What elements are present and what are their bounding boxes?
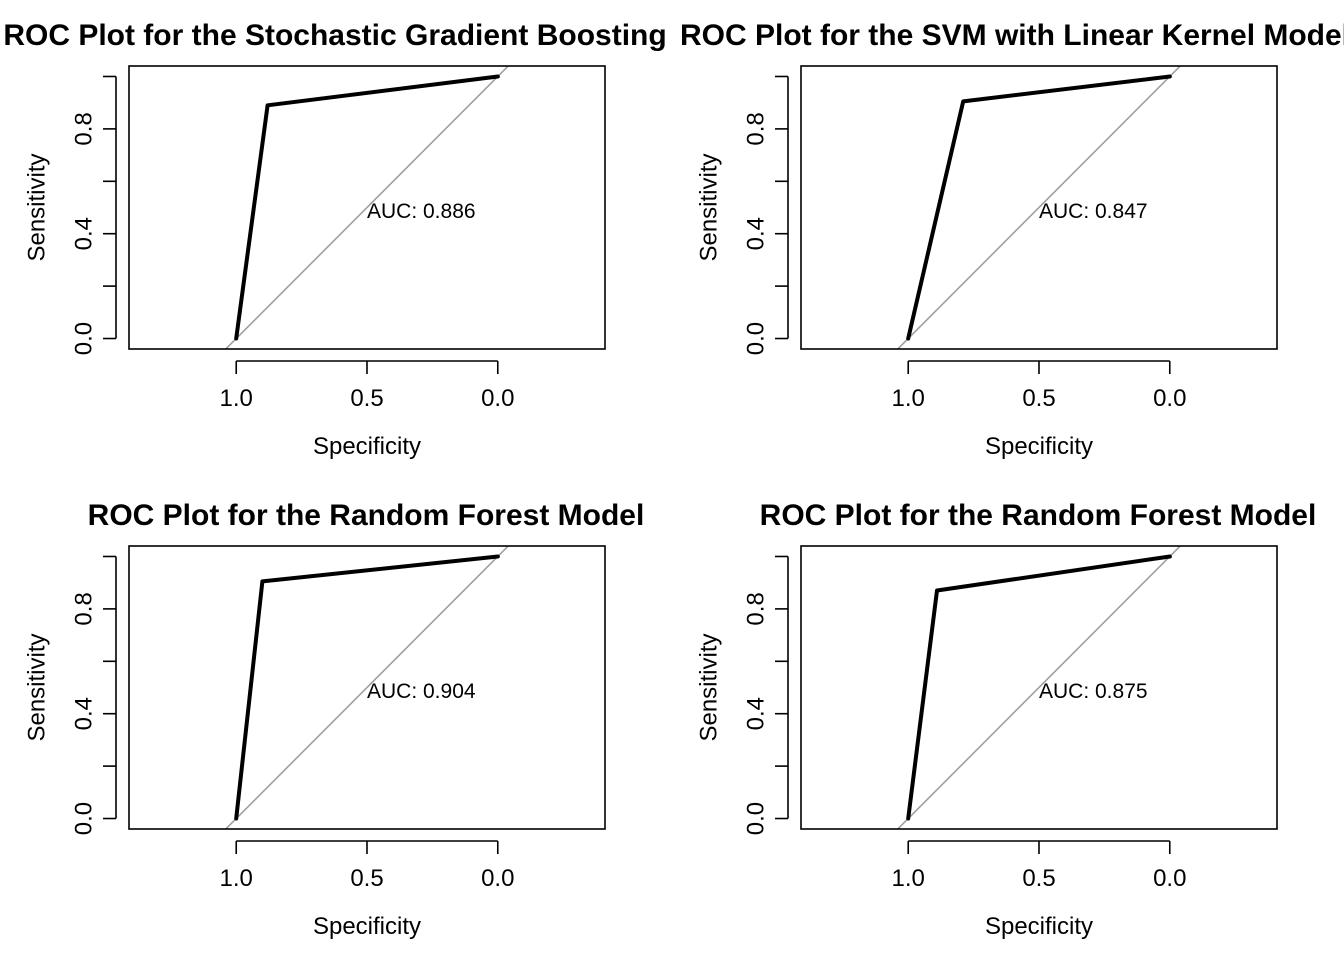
chart-2-y-axis-label: Sensitivity — [696, 153, 723, 261]
chart-4-panel: ROC Plot for the Random Forest Model 0.0 0… — [696, 499, 1317, 940]
chart-4-y-tick-label: 0.0 — [743, 802, 770, 835]
chart-4-auc-label: AUC: 0.875 — [1039, 680, 1148, 703]
chart-2-x-tick-label: 0.0 — [1153, 385, 1186, 412]
chart-2-y-tick-label: 0.4 — [743, 217, 770, 250]
chart-1-y-tick-label: 0.4 — [71, 217, 98, 250]
chart-3-roc-curve — [234, 554, 500, 821]
chart-3-plot-frame — [128, 545, 606, 830]
chart-4-y-axis-label: Sensitivity — [696, 633, 723, 741]
chart-3-x-axis-label: Specificity — [313, 913, 421, 940]
chart-2-auc-label: AUC: 0.847 — [1039, 200, 1148, 223]
chart-1-y-tick-label: 0.0 — [71, 322, 98, 355]
chart-2-x-tick-label: 0.5 — [1022, 385, 1055, 412]
chart-4-x-tick-label: 0.0 — [1153, 865, 1186, 892]
chart-1-auc-label: AUC: 0.886 — [367, 200, 476, 223]
chart-2-y-tick-label: 0.8 — [743, 112, 770, 145]
chart-3-y-tick-label: 0.0 — [71, 802, 98, 835]
chart-2-x-tick-label: 1.0 — [892, 385, 925, 412]
chart-3-y-axis-label: Sensitivity — [24, 633, 51, 741]
chart-4-reference-diagonal — [896, 546, 1182, 829]
chart-4-title: ROC Plot for the Random Forest Model — [760, 499, 1317, 532]
chart-1-y-tick-label: 0.8 — [71, 112, 98, 145]
chart-1-roc-curve — [234, 74, 500, 341]
chart-3-auc-label: AUC: 0.904 — [367, 680, 476, 703]
chart-2-reference-diagonal — [896, 66, 1182, 349]
chart-3-reference-diagonal — [224, 546, 510, 829]
chart-1-x-tick-label: 0.0 — [481, 385, 514, 412]
chart-4-x-axis-label: Specificity — [985, 913, 1093, 940]
chart-3-y-tick-label: 0.8 — [71, 592, 98, 625]
chart-4-roc-curve — [906, 554, 1172, 821]
chart-1-y-axis-label: Sensitivity — [24, 153, 51, 261]
chart-1-reference-diagonal — [224, 66, 510, 349]
chart-1-x-tick-label: 0.5 — [350, 385, 383, 412]
chart-2-plot-frame — [800, 65, 1278, 350]
chart-4-y-tick-label: 0.8 — [743, 592, 770, 625]
chart-1-title: ROC Plot for the Stochastic Gradient Boo… — [3, 19, 666, 52]
chart-1-plot-frame — [128, 65, 606, 350]
chart-1-x-axis-label: Specificity — [313, 433, 421, 460]
chart-2-y-tick-label: 0.0 — [743, 322, 770, 355]
chart-2-title: ROC Plot for the SVM with Linear Kernel … — [680, 19, 1344, 52]
chart-1-panel: ROC Plot for the Stochastic Gradient Boo… — [3, 19, 666, 460]
chart-1-x-tick-label: 1.0 — [220, 385, 253, 412]
chart-3-y-tick-label: 0.4 — [71, 697, 98, 730]
chart-2-roc-curve — [906, 74, 1172, 341]
chart-3-title: ROC Plot for the Random Forest Model — [88, 499, 645, 532]
chart-3-x-tick-label: 0.0 — [481, 865, 514, 892]
chart-3-x-tick-label: 1.0 — [220, 865, 253, 892]
chart-3-x-tick-label: 0.5 — [350, 865, 383, 892]
chart-4-y-tick-label: 0.4 — [743, 697, 770, 730]
chart-2-x-axis-label: Specificity — [985, 433, 1093, 460]
chart-4-x-tick-label: 1.0 — [892, 865, 925, 892]
chart-3-panel: ROC Plot for the Random Forest Model 0.0 0… — [24, 499, 645, 940]
chart-4-plot-frame — [800, 545, 1278, 830]
chart-2-panel: ROC Plot for the SVM with Linear Kernel … — [680, 19, 1344, 460]
chart-4-x-tick-label: 0.5 — [1022, 865, 1055, 892]
